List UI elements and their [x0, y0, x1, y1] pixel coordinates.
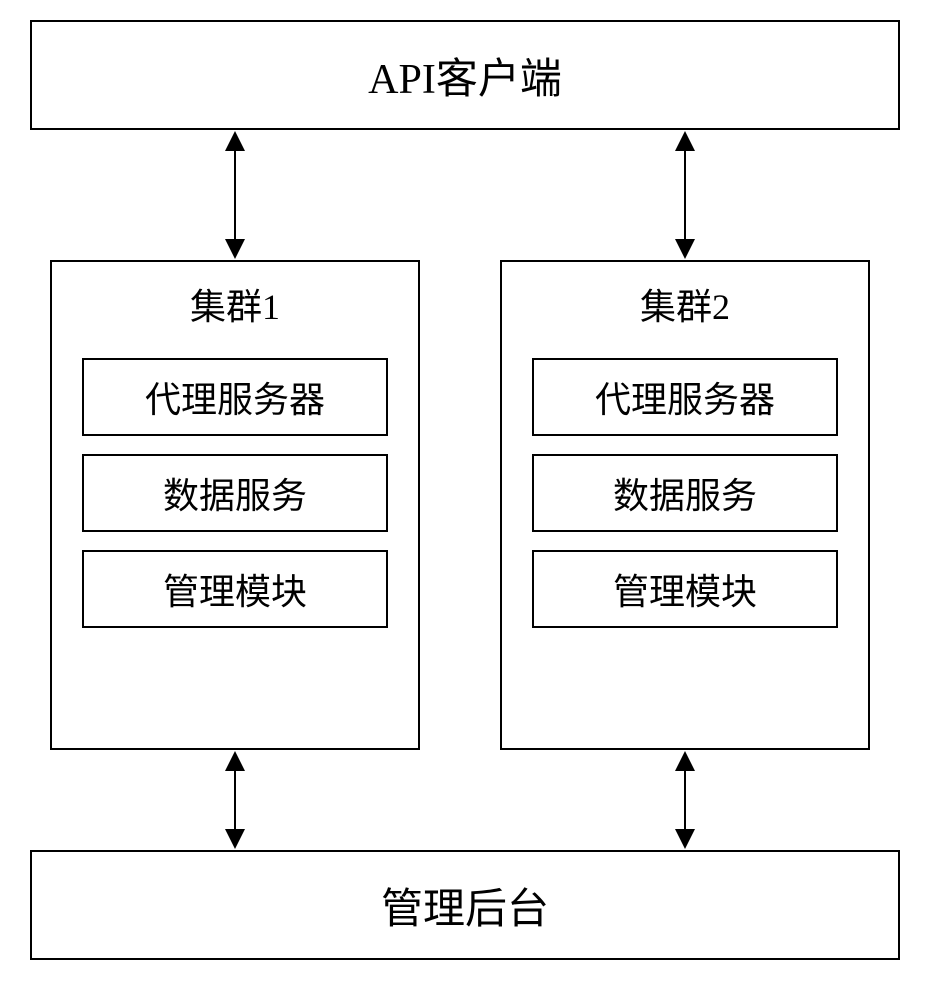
cluster-1-proxy-server-box: 代理服务器 — [82, 358, 388, 436]
cluster-1-proxy-server-label: 代理服务器 — [145, 371, 325, 423]
cluster-2-data-service-label: 数据服务 — [613, 467, 757, 519]
management-backend-label: 管理后台 — [381, 875, 549, 936]
cluster-2-proxy-server-label: 代理服务器 — [595, 371, 775, 423]
cluster-1-title: 集群1 — [52, 262, 418, 340]
cluster-2-data-service-box: 数据服务 — [532, 454, 838, 532]
cluster-2-management-module-box: 管理模块 — [532, 550, 838, 628]
cluster-1-management-module-box: 管理模块 — [82, 550, 388, 628]
cluster-2-management-module-label: 管理模块 — [613, 563, 757, 615]
cluster-1-box: 集群1 代理服务器 数据服务 管理模块 — [50, 260, 420, 750]
api-client-box: API客户端 — [30, 20, 900, 130]
cluster-1-data-service-label: 数据服务 — [163, 467, 307, 519]
cluster-1-management-module-label: 管理模块 — [163, 563, 307, 615]
cluster-2-title: 集群2 — [502, 262, 868, 340]
api-client-label: API客户端 — [368, 45, 562, 106]
cluster-1-data-service-box: 数据服务 — [82, 454, 388, 532]
management-backend-box: 管理后台 — [30, 850, 900, 960]
cluster-2-proxy-server-box: 代理服务器 — [532, 358, 838, 436]
cluster-2-box: 集群2 代理服务器 数据服务 管理模块 — [500, 260, 870, 750]
